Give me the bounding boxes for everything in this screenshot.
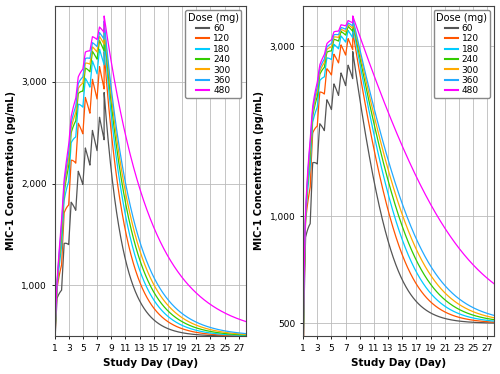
Y-axis label: MIC-1 Concentration (pg/mL): MIC-1 Concentration (pg/mL) xyxy=(254,91,264,251)
Y-axis label: MIC-1 Concentration (pg/mL): MIC-1 Concentration (pg/mL) xyxy=(6,91,16,251)
Legend: 60, 120, 180, 240, 300, 360, 480: 60, 120, 180, 240, 300, 360, 480 xyxy=(434,10,490,98)
X-axis label: Study Day (Day): Study Day (Day) xyxy=(102,358,198,368)
Legend: 60, 120, 180, 240, 300, 360, 480: 60, 120, 180, 240, 300, 360, 480 xyxy=(185,10,242,98)
X-axis label: Study Day (Day): Study Day (Day) xyxy=(351,358,446,368)
